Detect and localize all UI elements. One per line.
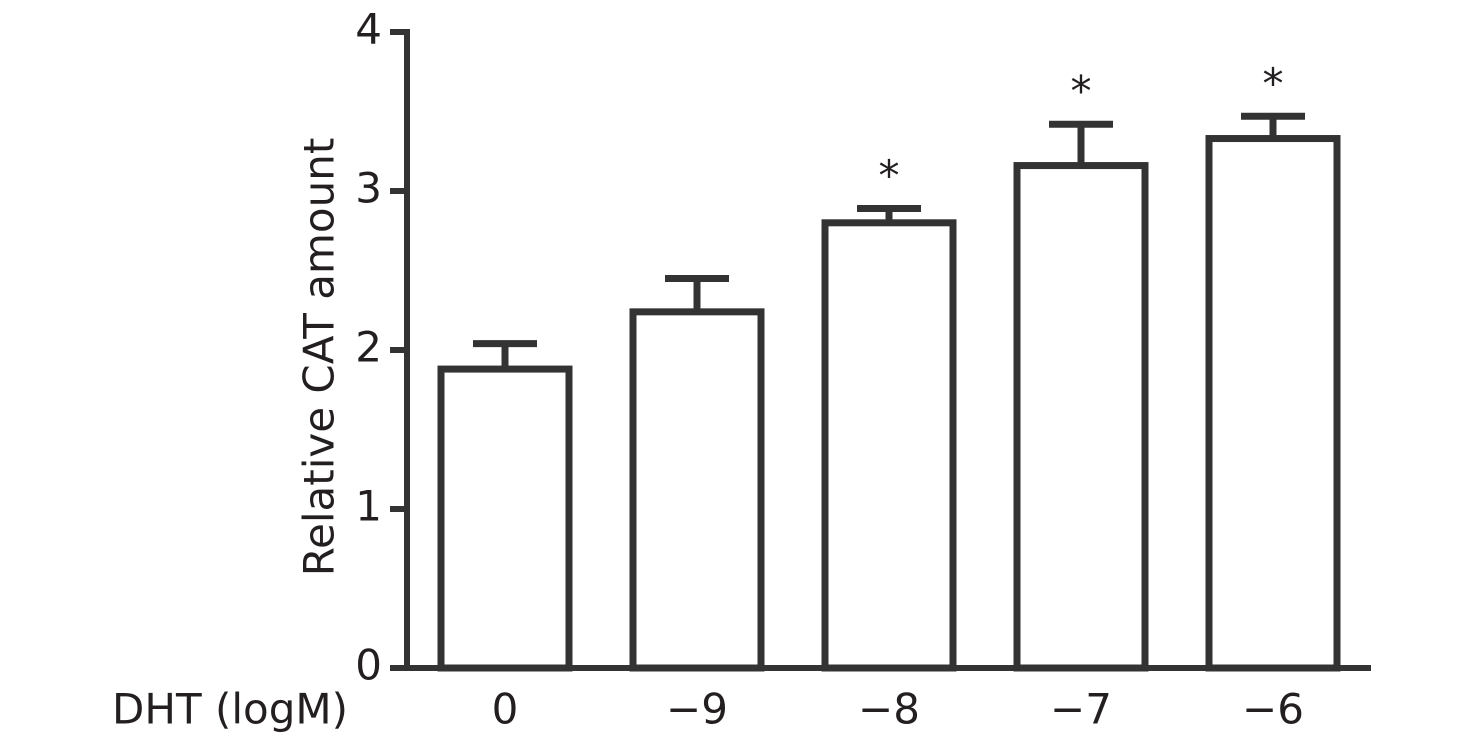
bar <box>437 365 573 672</box>
x-axis-label: DHT (logM) <box>112 685 348 734</box>
y-tick-label: 1 <box>355 482 382 531</box>
x-tick-label: −6 <box>1242 685 1304 734</box>
error-bar <box>665 274 729 312</box>
error-bar <box>473 340 537 370</box>
error-bar <box>1049 120 1113 166</box>
x-tick-label: 0 <box>492 685 519 734</box>
y-tick-label: 2 <box>355 323 382 372</box>
x-tick-label: −8 <box>858 685 920 734</box>
error-bar <box>857 204 921 223</box>
significance-mark: * <box>1263 59 1284 108</box>
y-axis-label: Relative CAT amount <box>295 138 344 577</box>
y-tick-label: 4 <box>355 5 382 54</box>
significance-mark: * <box>1071 67 1092 116</box>
y-tick-label: 0 <box>355 641 382 690</box>
bar <box>629 308 765 672</box>
significance-mark: * <box>879 151 900 200</box>
x-tick-label: −9 <box>666 685 728 734</box>
bar <box>1205 135 1341 672</box>
y-tick-label: 3 <box>355 164 382 213</box>
bar <box>1013 162 1149 672</box>
bar <box>821 219 957 672</box>
error-bar <box>1241 112 1305 139</box>
x-tick-label: −7 <box>1050 685 1112 734</box>
